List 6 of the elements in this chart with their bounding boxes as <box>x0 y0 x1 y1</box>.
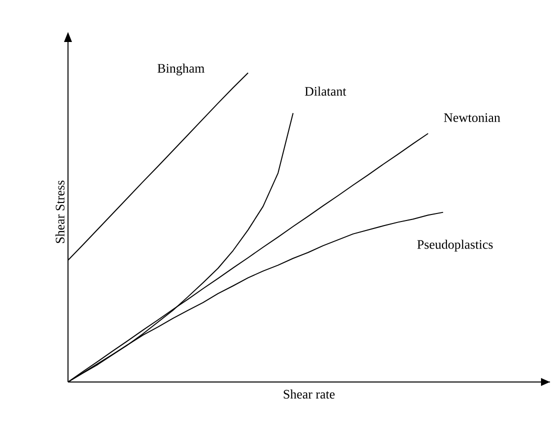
y-axis-title: Shear Stress <box>55 180 64 243</box>
series-label: Dilatant <box>304 86 346 96</box>
text: Bingham <box>158 64 204 76</box>
x-axis-title: Shear rate <box>284 390 335 399</box>
series-label: Newtonian <box>444 113 500 122</box>
series-label: Pseudoplastics <box>417 240 493 252</box>
